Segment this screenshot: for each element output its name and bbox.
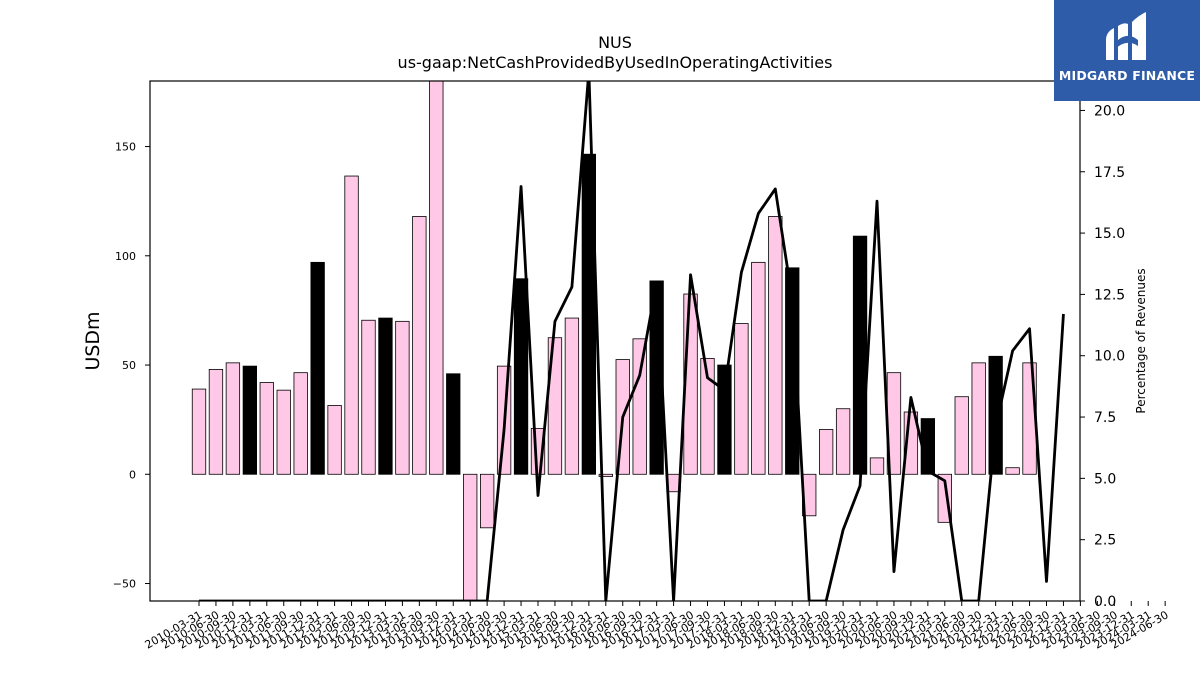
bar [564,317,580,475]
y-axis-right: 0.0 2.5 5.0 7.5 10.0 12.5 15.0 17.5 20.0 [1080,103,1125,610]
bar [242,365,258,475]
bar [412,216,427,475]
bar [547,337,563,475]
y-right-tick-label: 15.0 [1094,226,1125,242]
bar [276,389,291,475]
percentage-line [199,81,1065,601]
line-series [199,81,1065,601]
chart-subtitle: us-gaap:NetCashProvidedByUsedInOperating… [398,53,833,72]
bar [293,372,308,475]
bar [734,323,749,475]
x-axis: 2010-03-312010-06-302010-09-302010-12-31… [143,601,1171,652]
bar [259,382,274,475]
y-right-tick-label: 0.0 [1094,594,1116,610]
y-tick-label: 0 [129,468,136,481]
bar [446,373,461,475]
bar [971,362,986,475]
y-tick-label: 50 [122,359,136,372]
bar [310,261,325,475]
y-axis-label: USDm [82,311,104,370]
y-axis-label-right: Percentage of Revenues [1134,268,1148,413]
bar [835,408,851,475]
bar [751,261,766,475]
bar [768,216,783,475]
bar [225,362,241,475]
bar [191,388,207,475]
bar [395,320,410,475]
bar [208,369,224,475]
y-axis-left: −50 0 50 100 150 [113,141,150,591]
y-right-tick-label: 7.5 [1094,410,1116,426]
bar [463,473,478,601]
plot-frame [149,80,1081,602]
bar [988,355,1003,475]
bar [819,429,834,475]
chart-title: NUS [598,33,632,52]
y-right-tick-label: 2.5 [1094,533,1116,549]
y-right-tick-label: 12.5 [1094,287,1125,303]
bar [479,473,495,529]
brand-logo: MIDGARD FINANCE [1054,0,1200,101]
bar [378,317,393,475]
bar-series [191,81,1037,601]
bar [632,338,647,475]
bar [785,267,800,475]
y-tick-label: −50 [113,578,136,591]
logo-mark-icon [1106,12,1146,60]
bar [717,364,732,475]
bar [700,358,715,475]
bar [869,457,885,475]
y-tick-label: 100 [115,250,136,263]
bar [598,473,613,477]
bar [1005,467,1020,475]
bar [344,175,359,475]
y-right-tick-label: 20.0 [1094,103,1125,119]
y-tick-label: 150 [115,141,136,154]
bar [954,396,969,475]
y-right-tick-label: 10.0 [1094,349,1125,365]
bar [361,319,376,475]
bar [513,278,529,475]
bar [327,405,342,475]
y-right-tick-label: 5.0 [1094,471,1116,487]
bar [852,235,868,475]
logo-text: MIDGARD FINANCE [1058,68,1196,83]
bar [429,81,444,475]
y-right-tick-label: 17.5 [1094,165,1125,181]
